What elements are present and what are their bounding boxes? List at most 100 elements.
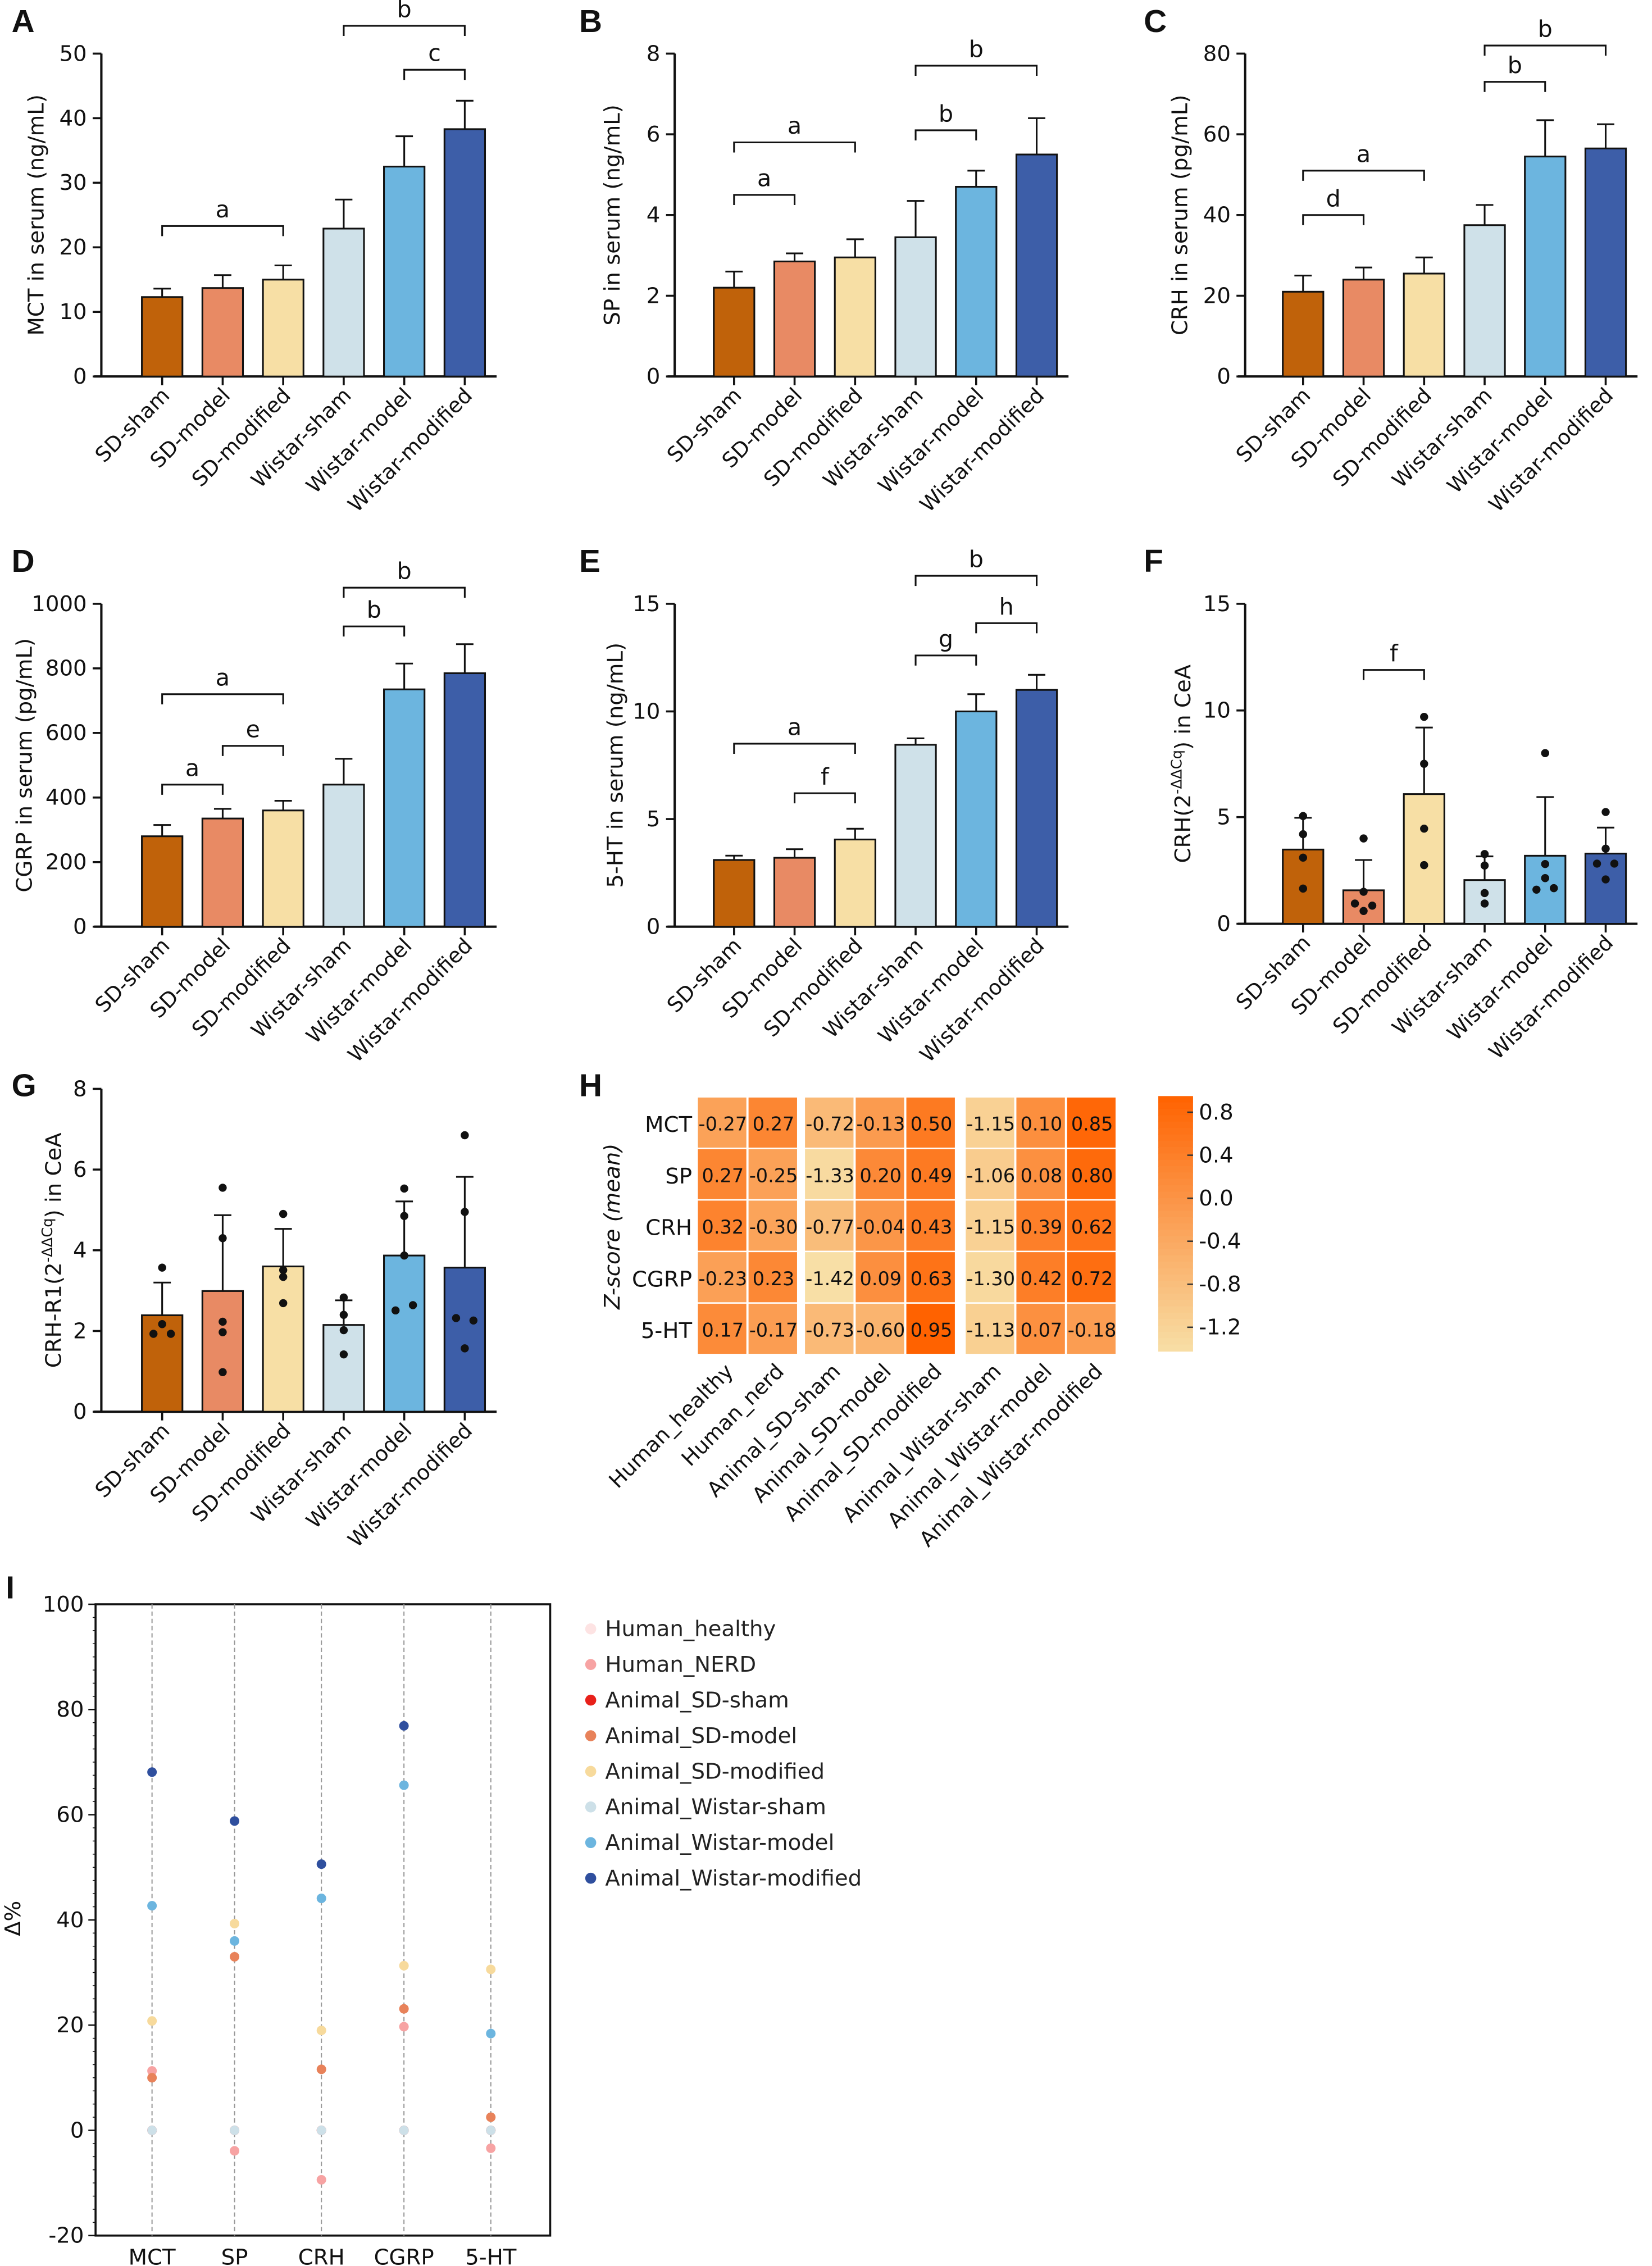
heatmap-cell xyxy=(906,1303,955,1354)
heatmap-cell xyxy=(748,1303,797,1354)
colorbar-segment xyxy=(1158,1121,1193,1129)
data-point xyxy=(279,1266,288,1275)
colorbar-segment xyxy=(1158,1172,1193,1180)
colorbar-tick-label: 0.8 xyxy=(1199,1100,1233,1125)
data-point xyxy=(1420,824,1428,833)
data-point xyxy=(149,1330,158,1338)
x-tick-label: Wistar-model xyxy=(301,383,416,498)
y-tick-label: 400 xyxy=(45,785,87,811)
data-point xyxy=(469,1316,478,1325)
heatmap-cell xyxy=(966,1303,1014,1354)
data-point-animal_wistar-modified xyxy=(147,1767,157,1777)
heatmap-cell-value: -0.73 xyxy=(805,1319,854,1341)
bar-sd-sham xyxy=(141,835,184,928)
y-tick-label: 20 xyxy=(56,2013,84,2038)
significance-label: e xyxy=(246,716,260,743)
x-tick-label: 5-HT xyxy=(465,2245,517,2266)
data-point-animal_wistar-sham xyxy=(486,2126,496,2136)
y-axis-label: MCT in serum (ng/mL) xyxy=(24,94,49,335)
y-tick-label: 0 xyxy=(647,914,661,940)
data-point-animal_wistar-sham xyxy=(147,2126,157,2136)
significance-bracket xyxy=(161,784,224,795)
colorbar-tick-label: 0.4 xyxy=(1199,1143,1233,1168)
data-point xyxy=(1420,712,1428,721)
colorbar-segment xyxy=(1158,1243,1193,1250)
heatmap-cell xyxy=(855,1097,904,1148)
bar-sd-model xyxy=(773,857,816,928)
data-point-animal_wistar-modified xyxy=(230,1816,240,1826)
significance-bracket xyxy=(403,69,466,80)
bar-wistar-sham xyxy=(322,227,365,377)
data-point xyxy=(400,1251,408,1260)
colorbar-segment xyxy=(1158,1306,1193,1314)
bar-wistar-modified xyxy=(1584,853,1627,925)
y-tick-label: 10 xyxy=(1203,698,1231,724)
data-point xyxy=(279,1209,288,1218)
bar-sd-modified xyxy=(262,279,304,377)
data-point xyxy=(339,1293,348,1302)
colorbar-segment xyxy=(1158,1312,1193,1320)
heatmap-cell-value: 0.42 xyxy=(1021,1268,1063,1290)
colorbar-segment xyxy=(1158,1325,1193,1333)
y-tick-label: 8 xyxy=(73,1076,87,1102)
heatmap-cell-value: 0.17 xyxy=(702,1319,744,1341)
legend-label: Animal_SD-modified xyxy=(605,1759,825,1784)
significance-label: b xyxy=(397,0,412,23)
significance-label: b xyxy=(1538,16,1553,43)
heatmap-cell-value: 0.39 xyxy=(1021,1216,1063,1238)
heatmap-cell xyxy=(906,1200,955,1251)
data-point xyxy=(219,1368,227,1376)
significance-bracket xyxy=(161,225,284,236)
data-point xyxy=(1299,830,1308,839)
data-point xyxy=(1420,759,1428,768)
bar-sd-sham xyxy=(713,859,756,928)
significance-bracket xyxy=(1483,44,1607,56)
colorbar-tick-label: -0.8 xyxy=(1199,1272,1241,1297)
bar-wistar-model xyxy=(383,1254,426,1413)
bar-sd-model xyxy=(773,260,816,377)
legend-marker xyxy=(585,1872,597,1884)
y-tick-label: 4 xyxy=(73,1238,87,1263)
data-point-human_nerd xyxy=(316,2175,326,2185)
significance-bracket xyxy=(161,693,284,704)
heatmap-cell xyxy=(855,1149,904,1199)
colorbar-segment xyxy=(1158,1185,1193,1193)
colorbar-segment xyxy=(1158,1300,1193,1307)
significance-bracket xyxy=(733,743,856,754)
heatmap-cell-value: -1.42 xyxy=(805,1268,854,1290)
data-point-animal_sd-modified xyxy=(486,1964,496,1974)
significance-label: h xyxy=(999,593,1014,620)
heatmap-cell-value: -0.30 xyxy=(749,1216,798,1238)
y-tick-label: 0 xyxy=(73,914,87,940)
heatmap-cell xyxy=(1016,1149,1065,1199)
data-point xyxy=(461,1344,469,1353)
bar-sd-modified xyxy=(262,1265,304,1413)
significance-label: a xyxy=(216,196,230,223)
data-point-animal_wistar-model xyxy=(230,1936,240,1946)
data-point-animal_wistar-model xyxy=(316,1894,326,1904)
data-point-animal_sd-model xyxy=(486,2112,496,2122)
heatmap-cell xyxy=(966,1097,1014,1148)
significance-bracket xyxy=(914,129,977,140)
colorbar-segment xyxy=(1158,1115,1193,1122)
panel-label: E xyxy=(579,544,600,579)
colorbar-segment xyxy=(1158,1211,1193,1218)
heatmap-cell-value: -0.60 xyxy=(856,1319,905,1341)
colorbar-segment xyxy=(1158,1287,1193,1295)
data-point xyxy=(1480,889,1489,898)
data-point-animal_sd-modified xyxy=(399,1960,409,1971)
colorbar-segment xyxy=(1158,1178,1193,1186)
bar-sd-model xyxy=(201,287,244,377)
y-tick-label: 1000 xyxy=(31,591,87,617)
legend-marker xyxy=(585,1694,597,1706)
heatmap-cell xyxy=(1067,1252,1116,1303)
data-point xyxy=(1610,859,1619,868)
legend-label: Human_healthy xyxy=(605,1617,776,1642)
data-point-human_nerd xyxy=(486,2143,496,2153)
bar-sd-modified xyxy=(834,838,876,928)
heatmap-cell xyxy=(748,1200,797,1251)
heatmap-cell-value: -1.15 xyxy=(966,1216,1015,1238)
